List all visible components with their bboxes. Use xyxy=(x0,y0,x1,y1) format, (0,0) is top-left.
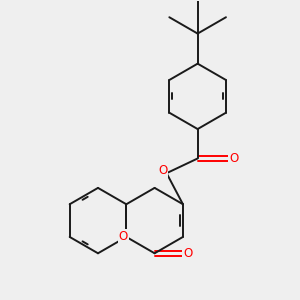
Text: O: O xyxy=(119,230,128,243)
Text: O: O xyxy=(183,247,192,260)
Text: O: O xyxy=(229,152,239,165)
Text: O: O xyxy=(158,164,167,177)
